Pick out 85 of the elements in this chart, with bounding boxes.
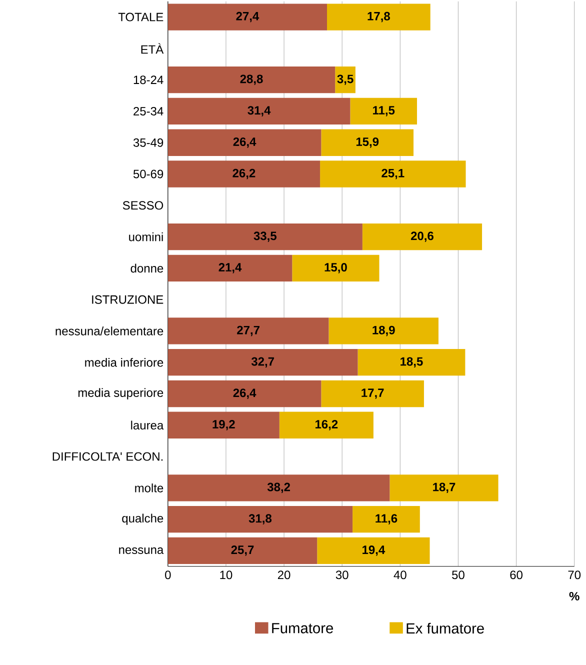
bar [334, 66, 356, 94]
y-tick-label: uomini [128, 232, 163, 242]
data-label: 17,7 [361, 388, 384, 399]
data-label: 26,4 [233, 137, 256, 148]
data-label: 3,5 [337, 74, 354, 85]
data-label: 11,6 [375, 514, 397, 524]
legend-label: Ex fumatore [406, 622, 484, 634]
data-label: 28,8 [240, 74, 263, 85]
y-tick-label: laurea [130, 420, 164, 430]
bar [292, 254, 380, 282]
data-label: 26,2 [232, 168, 255, 180]
bar [358, 349, 466, 376]
y-tick-label: molte [134, 484, 163, 492]
bar [168, 506, 352, 533]
x-tick-label: 60 [510, 570, 522, 580]
data-label: 15,9 [356, 137, 378, 148]
y-tick-label: SESSO [122, 201, 163, 210]
data-label: 18,5 [400, 357, 423, 368]
bar [320, 160, 466, 188]
bar [362, 223, 482, 250]
bar [168, 129, 322, 156]
bar [168, 66, 335, 94]
y-tick-label: 25-34 [133, 106, 164, 116]
data-label: 21,4 [218, 263, 242, 274]
data-label: 31,8 [248, 514, 272, 524]
bar [168, 412, 280, 438]
y-tick-label: 50-69 [133, 170, 163, 178]
bar [168, 254, 292, 282]
data-label: 32,7 [251, 357, 274, 368]
data-label: 27,7 [236, 326, 260, 336]
x-tick-label: 20 [278, 570, 290, 580]
bar [168, 349, 358, 376]
data-label: 19,2 [212, 420, 235, 430]
bar [168, 98, 350, 125]
y-tick-label: nessuna/elementare [56, 326, 163, 336]
bar [350, 98, 417, 125]
bar [321, 380, 424, 408]
data-label: 26,4 [233, 388, 256, 399]
data-label: 18,9 [372, 326, 395, 336]
data-label: 31,4 [247, 106, 270, 116]
x-tick-label: 0 [164, 570, 171, 580]
data-label: 25,1 [381, 168, 404, 180]
legend-label: Fumatore [272, 623, 333, 634]
y-tick-label: nessuna [118, 547, 164, 554]
data-label: 18,7 [432, 482, 455, 494]
data-label: 11,5 [372, 106, 394, 116]
bar [328, 318, 438, 344]
bar [326, 4, 430, 30]
y-tick-label: qualche [122, 514, 163, 525]
bar [321, 129, 414, 156]
data-label: 16,2 [315, 420, 338, 430]
bar [279, 412, 374, 438]
bar [168, 380, 322, 408]
y-tick-label: 18-24 [134, 76, 164, 84]
bar [168, 537, 317, 564]
bar [168, 4, 327, 30]
y-tick-label: ETÀ [141, 43, 164, 54]
y-tick-label: media superiore [78, 388, 163, 400]
bar [352, 506, 420, 533]
y-tick-label: ISTRUZIONE [92, 295, 163, 304]
x-tick-label: 30 [336, 570, 348, 580]
bar [168, 318, 329, 344]
bar [390, 474, 498, 502]
data-label: 25,7 [231, 546, 254, 556]
bar [316, 537, 430, 564]
x-tick-label: 10 [220, 570, 232, 580]
data-label: 19,4 [362, 546, 385, 556]
x-axis-title: % [569, 592, 580, 600]
bar [168, 474, 390, 502]
y-tick-label: media inferiore [84, 358, 163, 367]
x-tick-label: 50 [452, 570, 464, 580]
bar [168, 223, 362, 250]
data-label: 33,5 [254, 232, 276, 242]
y-tick-label: DIFFICOLTA' ECON. [52, 452, 162, 461]
y-tick-label: donne [130, 264, 163, 273]
data-label: 20,6 [410, 232, 434, 242]
y-tick-label: 35-49 [133, 138, 163, 147]
data-label: 38,2 [267, 482, 290, 494]
y-tick-label: TOTALE [118, 12, 163, 22]
x-tick-label: 70 [568, 570, 580, 580]
bar [168, 160, 320, 188]
data-label: 27,4 [236, 12, 259, 22]
data-label: 15,0 [324, 263, 347, 274]
x-tick-label: 40 [394, 570, 406, 580]
data-label: 17,8 [368, 12, 390, 22]
